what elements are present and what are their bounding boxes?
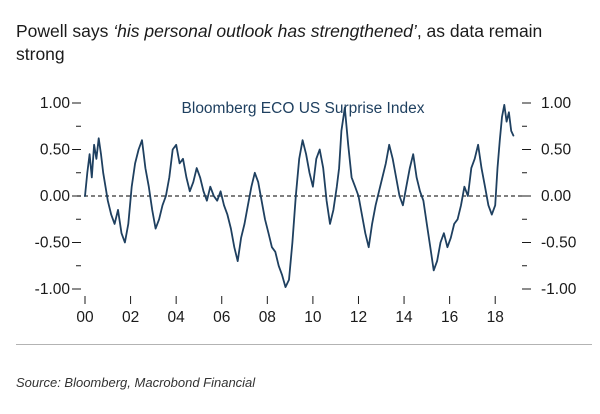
chart-title: Powell says ‘his personal outlook has st… <box>16 20 586 66</box>
y-tick-label-left: 0.00 <box>40 188 71 205</box>
y-tick-label-left: -0.50 <box>35 235 71 252</box>
y-tick-label-left: 1.00 <box>40 95 71 112</box>
y-tick-label-right: 1.00 <box>541 95 572 112</box>
y-tick-label-right: -1.00 <box>541 281 577 298</box>
y-tick-label-right: 0.00 <box>541 188 572 205</box>
chart-title-suffix: , as data remain strong <box>16 21 543 64</box>
x-tick-label: 12 <box>350 309 367 326</box>
source-note: Source: Bloomberg, Macrobond Financial <box>16 375 256 390</box>
y-tick-label-left: -1.00 <box>35 281 71 298</box>
x-tick-label: 04 <box>168 309 186 326</box>
y-tick-label-left: 0.50 <box>40 142 71 159</box>
x-tick-label: 02 <box>122 309 139 326</box>
series-line-0 <box>84 104 515 289</box>
y-tick-label-right: 0.50 <box>541 142 572 159</box>
x-tick-label: 08 <box>259 309 276 326</box>
series-label: Bloomberg ECO US Surprise Index <box>182 100 425 117</box>
chart-title-quote: ‘his personal outlook has strengthened’ <box>113 21 417 41</box>
chart-title-prefix: Powell says <box>16 21 114 41</box>
x-tick-label: 18 <box>487 309 504 326</box>
x-tick-label: 00 <box>76 309 94 326</box>
y-tick-label-right: -0.50 <box>541 235 577 252</box>
x-tick-label: 16 <box>441 309 458 326</box>
x-tick-label: 10 <box>304 309 322 326</box>
x-tick-label: 14 <box>395 309 413 326</box>
footer-divider <box>16 344 592 345</box>
x-tick-label: 06 <box>213 309 230 326</box>
